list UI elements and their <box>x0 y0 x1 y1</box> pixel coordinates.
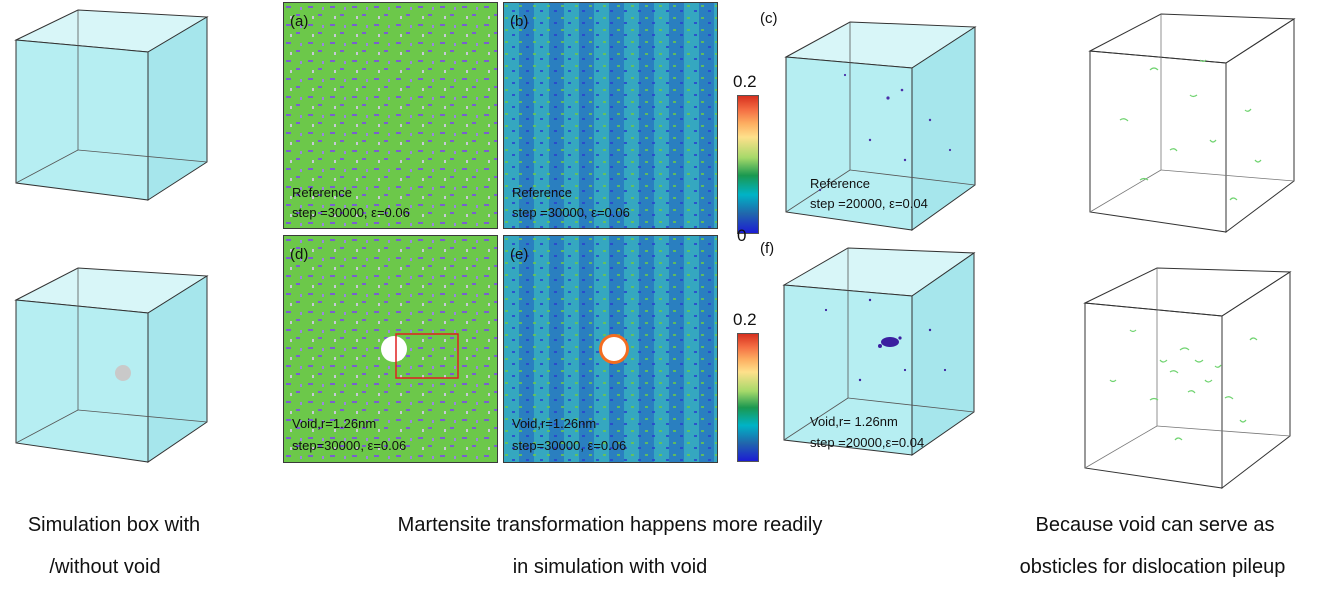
box-panel-c <box>784 21 977 231</box>
martensite-speckle-d <box>284 236 497 462</box>
panel-b-line2: step =30000, ε=0.06 <box>512 205 630 220</box>
panel-e-line1: Void,r=1.26nm <box>512 416 597 431</box>
colorbar-top-max: 0.2 <box>733 72 757 91</box>
simulation-box-reference <box>14 9 209 201</box>
simulation-box-void <box>14 267 209 463</box>
map-panel-d: (d) Void,r=1.26nm step=30000, ε=0.06 <box>283 235 498 463</box>
panel-a-line1: Reference <box>292 185 352 200</box>
caption-right-line1: Because void can serve as <box>1035 514 1275 536</box>
strain-map-e <box>504 236 717 462</box>
panel-c-line2: step =20000, ε=0.04 <box>810 196 928 211</box>
map-panel-b: (b) Reference step =30000, ε=0.06 <box>503 2 718 229</box>
caption-middle-line1: Martensite transformation happens more r… <box>397 514 823 536</box>
panel-a-line2: step =30000, ε=0.06 <box>292 205 410 220</box>
dislocation-box-void <box>1083 267 1292 490</box>
void-sphere <box>115 365 131 381</box>
panel-b-line1: Reference <box>512 185 572 200</box>
highlight-box <box>395 333 459 379</box>
panel-letter-c: (c) <box>760 10 778 27</box>
caption-right-line2: obsticles for dislocation pileup <box>1019 556 1286 578</box>
colorbar-bottom-max: 0.2 <box>733 310 757 329</box>
map-panel-a: (a) Reference step =30000, ε=0.06 <box>283 2 498 229</box>
panel-d-line2: step=30000, ε=0.06 <box>292 438 407 453</box>
caption-middle-line2: in simulation with void <box>512 556 708 578</box>
colorbar-top-min: 0 <box>737 226 747 245</box>
panel-letter-a: (a) <box>290 13 309 30</box>
colorbar-top <box>737 95 759 234</box>
panel-letter-e: (e) <box>510 246 529 263</box>
caption-left-line2: /without void <box>49 556 161 578</box>
box-panel-f <box>782 247 976 456</box>
panel-letter-d: (d) <box>290 246 309 263</box>
void-hole <box>602 337 626 361</box>
panel-f-line2: step =20000,ε=0.04 <box>810 435 925 450</box>
strain-map-b <box>504 3 717 228</box>
panel-c-line1: Reference <box>810 176 870 191</box>
caption-left-line1: Simulation box with <box>27 514 201 536</box>
map-panel-e: (e) Void,r=1.26nm step=30000, ε=0.06 <box>503 235 718 463</box>
panel-letter-f: (f) <box>760 240 775 257</box>
dislocation-box-reference <box>1088 13 1296 233</box>
colorbar-bottom <box>737 333 759 462</box>
martensite-speckle-a <box>284 3 497 228</box>
void-hole <box>381 336 407 362</box>
panel-e-line2: step=30000, ε=0.06 <box>512 438 627 453</box>
panel-f-line1: Void,r= 1.26nm <box>810 414 898 429</box>
panel-letter-b: (b) <box>510 13 529 30</box>
panel-d-line1: Void,r=1.26nm <box>292 416 377 431</box>
